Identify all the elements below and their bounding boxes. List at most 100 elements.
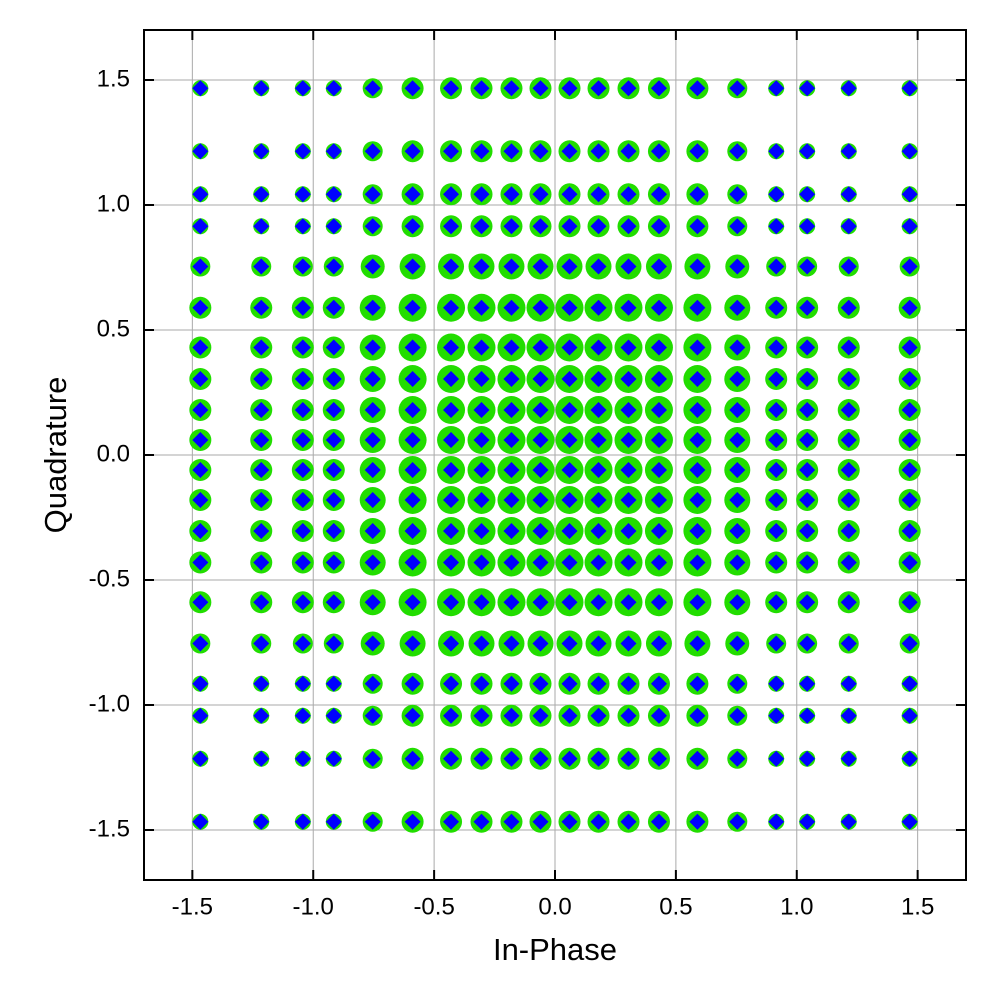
symbol-marker [840, 523, 857, 539]
symbol-marker [689, 675, 706, 692]
symbol-marker [689, 299, 706, 316]
symbol-marker [294, 339, 311, 356]
symbol-marker [404, 523, 421, 539]
symbol-marker [840, 299, 857, 316]
symbol-marker [650, 462, 667, 478]
symbol-marker [650, 339, 667, 356]
symbol-marker [404, 339, 421, 356]
symbol-marker [689, 339, 706, 356]
x-tick-label: 1.5 [901, 893, 934, 920]
symbol-marker [443, 143, 460, 160]
symbol-marker [901, 462, 918, 478]
symbol-marker [768, 80, 785, 97]
symbol-marker [532, 402, 549, 418]
symbol-marker [590, 813, 607, 830]
symbol-marker [473, 218, 490, 235]
symbol-marker [294, 402, 311, 418]
symbol-marker [443, 813, 460, 830]
symbol-marker [729, 339, 746, 356]
symbol-marker [325, 143, 342, 160]
symbol-marker [840, 402, 857, 418]
symbol-marker [768, 750, 785, 767]
symbol-marker [620, 80, 637, 97]
symbol-marker [503, 432, 520, 448]
symbol-marker [294, 218, 311, 235]
symbol-marker [689, 594, 706, 611]
symbol-marker [443, 186, 460, 203]
symbol-marker [620, 258, 637, 275]
symbol-marker [650, 554, 667, 571]
symbol-marker [473, 635, 490, 652]
symbol-marker [443, 635, 460, 652]
symbol-marker [799, 258, 816, 275]
x-tick-label: 0.0 [538, 893, 571, 920]
symbol-marker [620, 462, 637, 478]
symbol-marker [325, 813, 342, 830]
symbol-marker [901, 299, 918, 316]
symbol-marker [590, 554, 607, 571]
symbol-marker [689, 492, 706, 508]
symbol-marker [768, 523, 785, 539]
symbol-marker [799, 492, 816, 508]
symbol-marker [561, 594, 578, 611]
symbol-marker [729, 492, 746, 508]
symbol-marker [253, 339, 270, 356]
symbol-marker [561, 258, 578, 275]
symbol-marker [503, 707, 520, 724]
symbol-marker [294, 554, 311, 571]
symbol-marker [590, 218, 607, 235]
symbol-marker [561, 554, 578, 571]
symbol-marker [473, 462, 490, 478]
symbol-marker [799, 371, 816, 387]
symbol-marker [901, 492, 918, 508]
symbol-marker [473, 258, 490, 275]
symbol-marker [404, 186, 421, 203]
symbol-marker [364, 258, 381, 275]
symbol-marker [799, 339, 816, 356]
symbol-marker [650, 707, 667, 724]
symbol-marker [473, 750, 490, 767]
symbol-marker [561, 750, 578, 767]
symbol-marker [768, 402, 785, 418]
symbol-marker [503, 402, 520, 418]
symbol-marker [364, 750, 381, 767]
symbol-marker [503, 80, 520, 97]
symbol-marker [768, 186, 785, 203]
symbol-marker [590, 143, 607, 160]
symbol-marker [473, 813, 490, 830]
symbol-marker [364, 402, 381, 418]
symbol-marker [192, 635, 209, 652]
symbol-marker [294, 432, 311, 448]
y-tick-label: 0.5 [97, 315, 130, 342]
symbol-marker [473, 554, 490, 571]
symbol-marker [650, 635, 667, 652]
symbol-marker [561, 707, 578, 724]
symbol-marker [620, 432, 637, 448]
y-tick-label: 1.5 [97, 65, 130, 92]
symbol-marker [650, 813, 667, 830]
symbol-marker [473, 402, 490, 418]
symbol-marker [620, 492, 637, 508]
symbol-marker [840, 750, 857, 767]
symbol-marker [729, 813, 746, 830]
symbol-marker [840, 813, 857, 830]
symbol-marker [192, 402, 209, 418]
symbol-marker [253, 707, 270, 724]
symbol-marker [532, 554, 549, 571]
symbol-marker [561, 523, 578, 539]
symbol-marker [364, 462, 381, 478]
symbol-marker [253, 299, 270, 316]
symbol-marker [253, 371, 270, 387]
grid [144, 30, 966, 880]
symbol-marker [532, 143, 549, 160]
symbol-marker [799, 707, 816, 724]
symbol-marker [503, 492, 520, 508]
symbol-marker [503, 675, 520, 692]
symbol-marker [192, 492, 209, 508]
symbol-marker [901, 635, 918, 652]
symbol-marker [503, 371, 520, 387]
symbol-marker [192, 186, 209, 203]
symbol-marker [503, 299, 520, 316]
symbol-marker [650, 371, 667, 387]
